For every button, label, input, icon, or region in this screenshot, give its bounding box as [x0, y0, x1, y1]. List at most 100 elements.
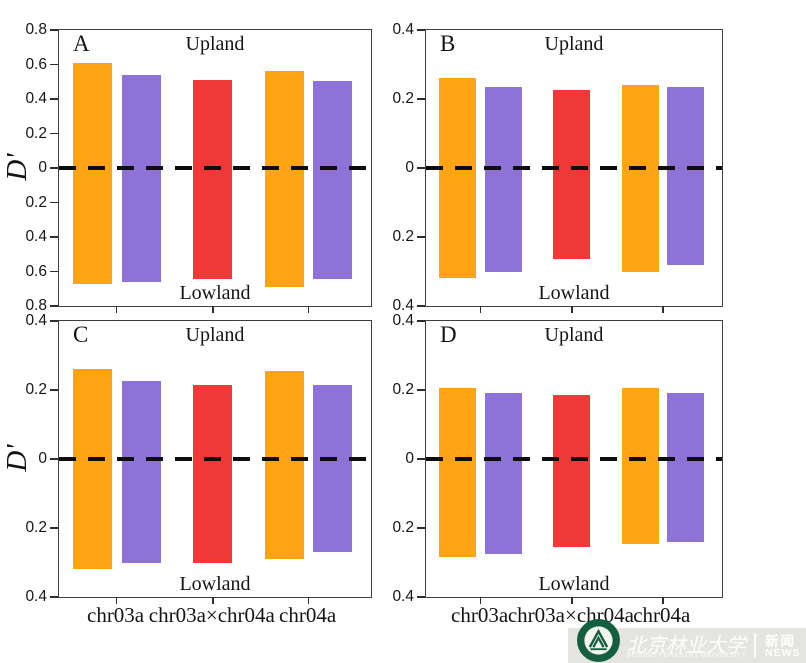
x-axis-tick — [571, 306, 573, 313]
y-axis-tick-label: 0.2 — [25, 519, 47, 536]
y-axis-tick — [417, 167, 425, 169]
x-category-label: chr04a — [633, 603, 691, 627]
y-axis-tick — [50, 29, 58, 31]
y-axis-tick-label: 0 — [405, 450, 414, 467]
bar-upland-red — [553, 395, 591, 459]
upland-label: Upland — [544, 324, 604, 346]
chart-panel-C: 0.4 0.2 0 0.2 0.4 C Upland Lowland — [25, 312, 372, 605]
x-category-label: chr03a — [86, 603, 145, 627]
y-axis-tick — [50, 167, 58, 169]
bar-lowland-red — [193, 459, 233, 563]
news-label-en: NEWS — [765, 647, 801, 659]
y-axis-title: D' — [1, 444, 33, 472]
panel-letter: C — [73, 322, 89, 347]
upland-label: Upland — [185, 33, 245, 55]
x-category-label: chr03a×chr04a — [507, 603, 634, 627]
x-axis-tick — [115, 306, 118, 313]
university-name-en: BEIJING FORESTRY UNIVERSITY — [627, 652, 747, 659]
bar-upland-red — [193, 384, 233, 459]
y-axis-tick — [50, 305, 58, 307]
chart-panel-D: 0.4 0.2 0 0.2 0.4 D Upland Lowland — [392, 312, 723, 605]
bar-upland-orange — [72, 369, 112, 459]
bar-upland-purple — [667, 86, 705, 168]
bar-upland-purple — [485, 393, 523, 459]
y-axis-tick-label: 0.4 — [25, 228, 47, 245]
university-name-cn: 北京林业大学 — [626, 635, 746, 657]
y-axis-tick — [417, 458, 425, 460]
y-axis-tick — [417, 98, 425, 100]
bar-upland-purple — [485, 86, 523, 168]
y-axis-tick-label: 0.6 — [25, 55, 47, 73]
y-axis-tick — [50, 527, 58, 529]
y-axis-tick — [417, 236, 425, 238]
lowland-label: Lowland — [179, 573, 251, 595]
x-category-label: chr03a — [451, 603, 509, 627]
bar-upland-purple — [313, 80, 353, 168]
bar-upland-purple — [667, 393, 705, 459]
bar-lowland-orange — [438, 168, 476, 279]
panel-letter: A — [73, 31, 90, 56]
bar-lowland-purple — [313, 459, 353, 553]
y-axis-tick — [417, 305, 425, 307]
x-axis-tick — [479, 306, 482, 313]
panel-letter: B — [440, 31, 456, 56]
y-axis-tick-label: 0.2 — [25, 124, 47, 142]
zero-dashed-line — [59, 166, 371, 170]
bar-upland-purple — [121, 381, 161, 459]
university-logo-icon — [577, 619, 620, 662]
zero-dashed-line — [59, 457, 371, 461]
chart-panel-B: 0.4 0.2 0 0.2 0.4 B Upland Lowland — [392, 21, 723, 314]
watermark-divider — [754, 633, 756, 658]
bar-lowland-purple — [485, 168, 523, 272]
y-axis-tick-label: 0 — [405, 159, 414, 176]
y-axis-tick-label: 0.4 — [25, 90, 47, 107]
y-axis-tick — [50, 270, 58, 273]
bar-lowland-red — [553, 459, 591, 547]
bar-lowland-purple — [121, 459, 161, 563]
x-axis-tick — [212, 597, 214, 604]
upland-label: Upland — [544, 33, 604, 55]
zero-dashed-line — [426, 457, 722, 461]
lowland-label: Lowland — [538, 282, 610, 304]
y-axis-tick-label: 0 — [38, 159, 47, 176]
y-axis-tick-label: 0.4 — [25, 312, 47, 329]
y-axis-tick-label: 0.4 — [392, 21, 414, 38]
bar-upland-red — [193, 80, 233, 168]
x-axis-tick — [115, 597, 118, 604]
bar-upland-orange — [438, 388, 476, 459]
y-axis-tick-label: 0.2 — [392, 381, 414, 398]
x-axis-tick — [662, 597, 664, 604]
panel-letter: D — [440, 322, 457, 347]
y-axis-tick-label: 0.4 — [392, 588, 414, 605]
x-axis-tick — [212, 306, 214, 313]
bar-lowland-purple — [313, 168, 353, 280]
y-axis-tick — [417, 596, 425, 598]
bar-upland-purple — [313, 384, 353, 459]
bar-upland-red — [553, 90, 591, 168]
y-axis-tick-label: 0.2 — [392, 519, 414, 536]
y-axis-title: D' — [1, 153, 33, 181]
lowland-label: Lowland — [538, 573, 610, 595]
x-axis-tick — [479, 597, 482, 604]
bar-upland-orange — [621, 85, 659, 168]
bar-upland-orange — [265, 71, 305, 168]
y-axis-tick-label: 0 — [38, 450, 47, 467]
y-axis-tick — [50, 320, 58, 322]
y-axis-tick — [50, 63, 58, 66]
y-axis-tick-label: 0.4 — [25, 588, 47, 605]
y-axis-tick-label: 0.2 — [392, 90, 414, 107]
zero-dashed-line — [426, 166, 722, 170]
y-axis-tick-label: 0.8 — [25, 297, 47, 314]
bar-lowland-orange — [72, 168, 112, 285]
news-label-cn: 新闻 — [765, 634, 796, 649]
y-axis-tick-label: 0.8 — [25, 21, 47, 38]
bar-lowland-orange — [265, 459, 305, 560]
y-axis-tick — [50, 201, 58, 204]
y-axis-tick-label: 0.2 — [392, 228, 414, 245]
y-axis-tick — [50, 458, 58, 460]
y-axis-tick — [417, 29, 425, 31]
bar-lowland-orange — [621, 168, 659, 272]
bar-lowland-orange — [621, 459, 659, 544]
y-axis-tick — [417, 389, 425, 391]
x-axis-tick — [662, 306, 664, 313]
